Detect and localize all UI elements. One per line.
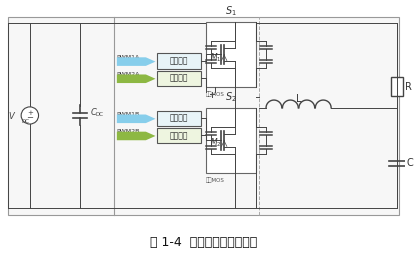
Bar [206, 22, 256, 87]
Bar [157, 111, 201, 126]
Circle shape [21, 107, 39, 124]
Bar [7, 17, 399, 215]
Text: 辅助驱动: 辅助驱动 [170, 74, 188, 83]
Bar [157, 128, 201, 143]
Text: 辅助MOS: 辅助MOS [206, 177, 225, 183]
Text: 辅助驱动: 辅助驱动 [170, 131, 188, 140]
Text: L: L [296, 94, 301, 104]
Text: PWM1A: PWM1A [117, 55, 140, 60]
Bar [391, 77, 403, 96]
Text: $M_1$: $M_1$ [210, 51, 221, 64]
Text: −: − [26, 114, 33, 123]
Text: DC: DC [96, 112, 104, 117]
Text: $M_2$: $M_2$ [210, 137, 221, 149]
Text: 图 1-4  自主式串扰抑制电路: 图 1-4 自主式串扰抑制电路 [150, 236, 258, 249]
Text: +: + [27, 110, 33, 116]
Polygon shape [117, 132, 156, 140]
Text: $S_2$: $S_2$ [225, 90, 237, 104]
Polygon shape [117, 57, 156, 66]
Text: 主控驱动: 主控驱动 [170, 114, 188, 123]
Bar [206, 108, 256, 173]
Bar [157, 53, 201, 69]
Polygon shape [117, 114, 156, 123]
Bar [157, 71, 201, 86]
Polygon shape [117, 74, 156, 83]
Text: C: C [407, 158, 414, 168]
Text: $S_1$: $S_1$ [225, 5, 237, 18]
Text: 辅助MOS: 辅助MOS [206, 92, 225, 97]
Text: PWM2A: PWM2A [117, 72, 140, 77]
Text: DC: DC [21, 119, 29, 124]
Text: PWM1B: PWM1B [117, 112, 140, 117]
Text: $V$: $V$ [8, 110, 16, 121]
Text: $C$: $C$ [90, 106, 98, 117]
Text: 主控驱动: 主控驱动 [170, 57, 188, 66]
Text: PWM2B: PWM2B [117, 129, 140, 134]
Text: R: R [405, 82, 412, 92]
